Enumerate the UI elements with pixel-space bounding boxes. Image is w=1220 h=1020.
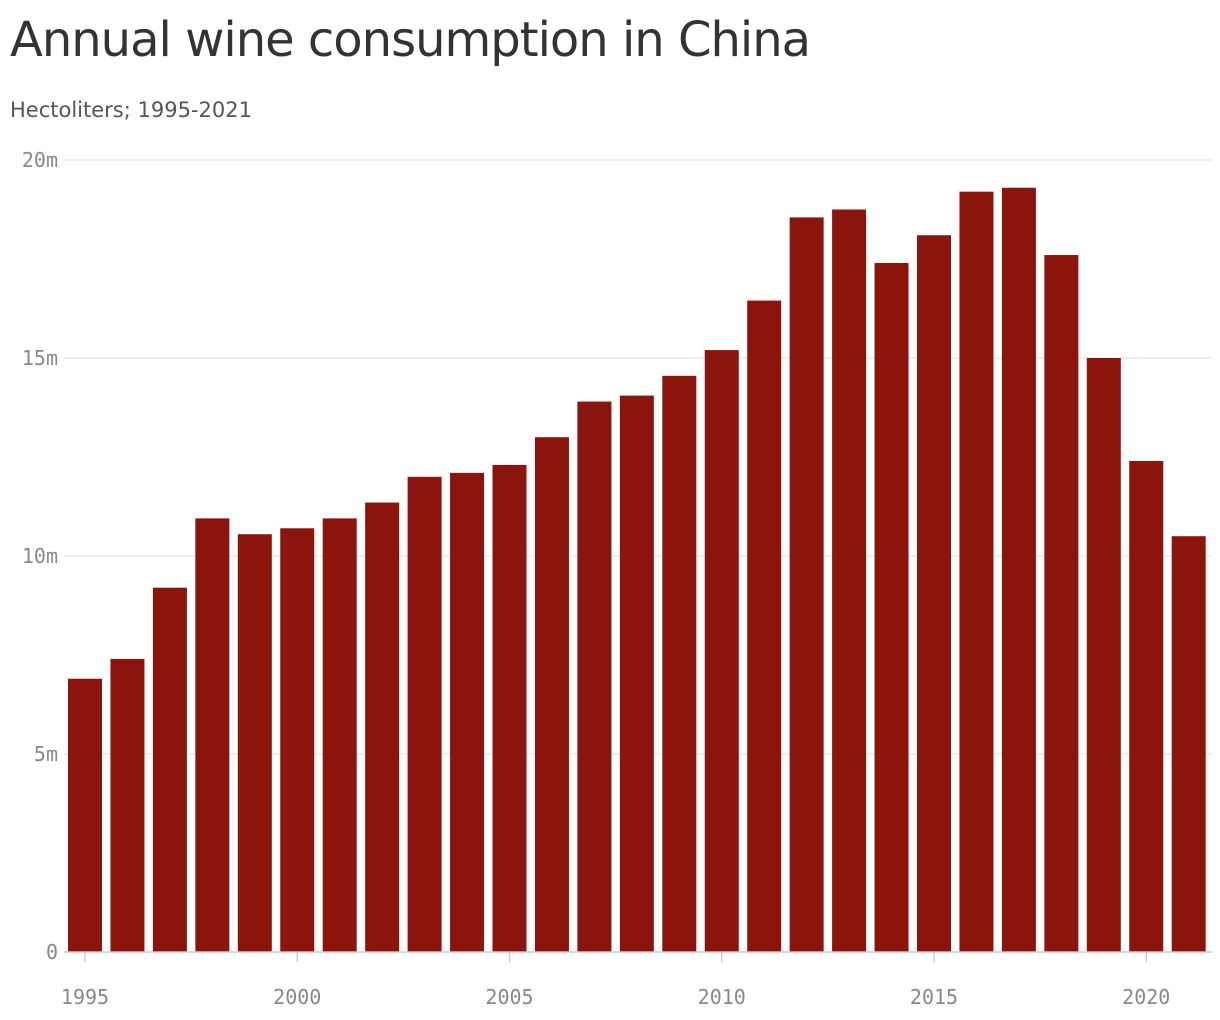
bar-1997 — [152, 587, 187, 952]
bar-2008 — [619, 395, 654, 952]
x-tick-label: 2015 — [910, 985, 958, 1009]
y-tick-label: 15m — [22, 346, 58, 370]
bars — [68, 187, 1206, 953]
axes: 0 5m 10m 15m 20m 1995 2000 2005 2010 2015 2020 — [22, 148, 1212, 1009]
bar-2010 — [704, 350, 739, 953]
bar-2011 — [747, 300, 782, 953]
bar-2018 — [1044, 255, 1079, 953]
bar-2005 — [492, 464, 527, 952]
bar-1999 — [237, 534, 272, 952]
bar-1996 — [110, 658, 145, 952]
bar-1995 — [68, 678, 102, 952]
bar-2006 — [534, 437, 569, 952]
bar-2015 — [917, 235, 951, 953]
bar-2013 — [832, 209, 867, 952]
chart-title: Annual wine consumption in China — [10, 12, 811, 68]
y-tick-label: 20m — [22, 148, 58, 172]
y-tick-label: 10m — [22, 544, 58, 568]
bar-2019 — [1086, 358, 1121, 952]
y-tick-label: 0 — [46, 940, 58, 964]
bar-2001 — [322, 518, 357, 952]
bar-2020 — [1129, 460, 1164, 952]
bar-2002 — [365, 502, 400, 952]
bar-2009 — [662, 375, 697, 952]
chart-subtitle: Hectoliters; 1995-2021 — [10, 98, 252, 122]
y-tick-label: 5m — [34, 742, 58, 766]
bar-2017 — [1001, 187, 1036, 953]
bar-2021 — [1171, 536, 1206, 952]
x-tick-label: 2005 — [485, 985, 533, 1009]
bar-1998 — [195, 518, 230, 952]
bar-2014 — [874, 262, 909, 953]
x-tick-label: 2000 — [273, 985, 321, 1009]
x-tick-label: 2010 — [698, 985, 746, 1009]
bar-2000 — [280, 528, 315, 952]
bar-2003 — [407, 476, 442, 952]
x-tick-label: 1995 — [61, 985, 109, 1009]
bar-2004 — [450, 472, 485, 952]
bar-2016 — [959, 191, 994, 952]
bar-2007 — [577, 401, 612, 952]
bar-2012 — [789, 217, 824, 953]
x-tick-label: 2020 — [1122, 985, 1170, 1009]
